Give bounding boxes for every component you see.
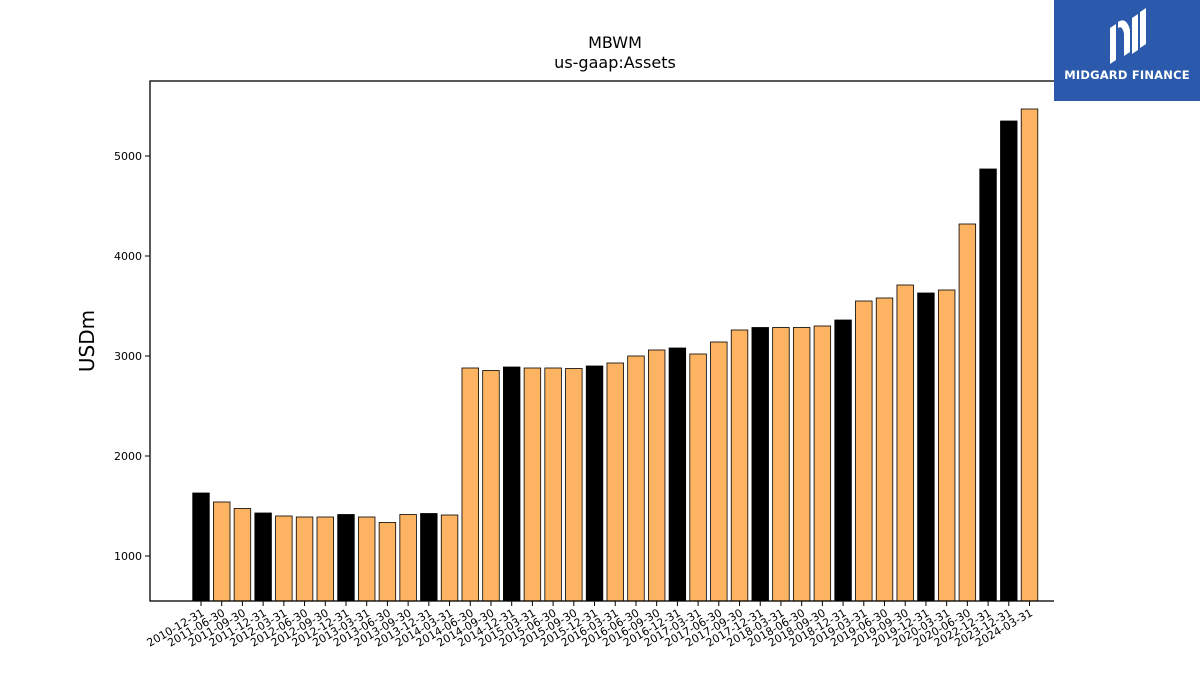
bar [378,522,397,602]
bar [606,362,624,602]
bar [730,329,749,602]
bar [337,514,355,602]
bar [668,347,687,602]
bars-group [192,108,1039,602]
bar [585,365,604,602]
bar [420,513,438,602]
y-tick-label: 1000 [114,550,142,563]
bar [482,370,500,602]
bar [772,327,790,602]
bar [254,512,272,602]
y-tick-label: 5000 [114,150,142,163]
y-axis-ticks: 1000 2000 3000 4000 5000 [114,150,150,563]
x-axis-ticks: 2010-12-312011-06-302011-09-302011-12-31… [145,601,1035,650]
bar [855,300,873,602]
bar [834,319,852,602]
bar [213,501,231,602]
bar [461,367,479,602]
bar [751,327,769,602]
bar [1020,108,1039,602]
bar [233,508,252,602]
bar [647,349,666,602]
y-tick-label: 4000 [114,250,142,263]
bar [958,223,977,602]
bar [399,514,417,602]
bar [937,289,956,602]
bar [917,292,935,602]
brand-logo: MIDGARD FINANCE [1054,0,1200,101]
bar [813,325,832,602]
bar [979,168,997,602]
bar [440,514,459,602]
y-tick-label: 2000 [114,450,142,463]
bar [689,353,707,602]
y-axis-label: USDm [75,310,99,372]
bar [192,492,210,602]
bar [544,367,562,602]
midgard-logo-icon [1110,8,1146,64]
bar [275,515,293,602]
chart-title: MBWM [588,33,642,52]
bar [792,327,811,602]
bar [896,284,914,602]
bar [295,516,314,602]
bar [710,341,728,602]
bar [1000,120,1018,602]
bar [502,366,521,602]
bar [565,368,583,602]
bar [358,516,376,602]
chart-subtitle: us-gaap:Assets [554,53,676,72]
plot-frame [149,80,1054,602]
bar [316,516,334,602]
bar [523,367,542,602]
bar [627,355,645,602]
brand-name: MIDGARD FINANCE [1064,68,1190,82]
bar [875,297,894,602]
bar-chart: MBWM us-gaap:Assets USDm 1000 2000 3000 400… [75,33,1054,650]
y-tick-label: 3000 [114,350,142,363]
